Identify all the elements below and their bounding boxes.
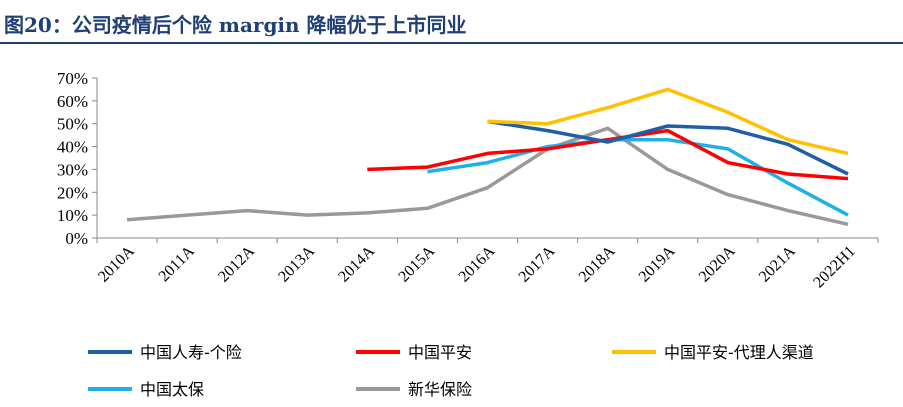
legend-label: 中国太保 bbox=[140, 380, 204, 399]
y-tick-label: 50% bbox=[57, 115, 88, 134]
legend-label: 中国人寿-个险 bbox=[140, 343, 242, 362]
x-tick-label: 2012A bbox=[215, 242, 258, 285]
x-tick-label: 2010A bbox=[95, 242, 138, 285]
legend-label: 新华保险 bbox=[408, 380, 472, 399]
y-tick-label: 40% bbox=[57, 138, 88, 157]
legend-label: 中国平安-代理人渠道 bbox=[664, 343, 814, 362]
y-tick-label: 70% bbox=[57, 69, 88, 88]
x-tick-label: 2013A bbox=[275, 242, 318, 285]
x-tick-label: 2018A bbox=[576, 242, 619, 285]
series-line-2 bbox=[487, 87, 849, 156]
series-line-1 bbox=[367, 128, 849, 181]
x-tick-label: 2016A bbox=[456, 242, 499, 285]
legend-label: 中国平安 bbox=[408, 343, 472, 362]
y-tick-label: 10% bbox=[57, 206, 88, 225]
y-tick-label: 0% bbox=[65, 229, 88, 248]
chart-title: 图20：公司疫情后个险 margin 降幅优于上市同业 bbox=[4, 13, 467, 37]
x-tick-label: 2021A bbox=[756, 242, 799, 285]
series-line-0 bbox=[487, 119, 849, 176]
chart-axes: 0% 10% 20% 30% 40% 50% 60% 70% 2010A 2011A 2012A 20… bbox=[57, 69, 879, 291]
x-tick-label: 2017A bbox=[516, 242, 559, 285]
title-bar: 图20：公司疫情后个险 margin 降幅优于上市同业 bbox=[0, 0, 903, 44]
y-tick-label: 60% bbox=[57, 92, 88, 111]
x-tick-label: 2019A bbox=[636, 242, 679, 285]
y-tick-label: 20% bbox=[57, 183, 88, 202]
x-tick-label: 2011A bbox=[156, 242, 199, 285]
series-line-4 bbox=[126, 126, 849, 227]
chart-series bbox=[126, 87, 849, 227]
x-tick-label: 2022H1 bbox=[810, 243, 858, 291]
x-tick-label: 2020A bbox=[696, 242, 739, 285]
y-tick-label: 30% bbox=[57, 160, 88, 179]
x-tick-label: 2015A bbox=[395, 242, 438, 285]
x-tick-label: 2014A bbox=[335, 242, 378, 285]
series-line-3 bbox=[427, 137, 849, 217]
